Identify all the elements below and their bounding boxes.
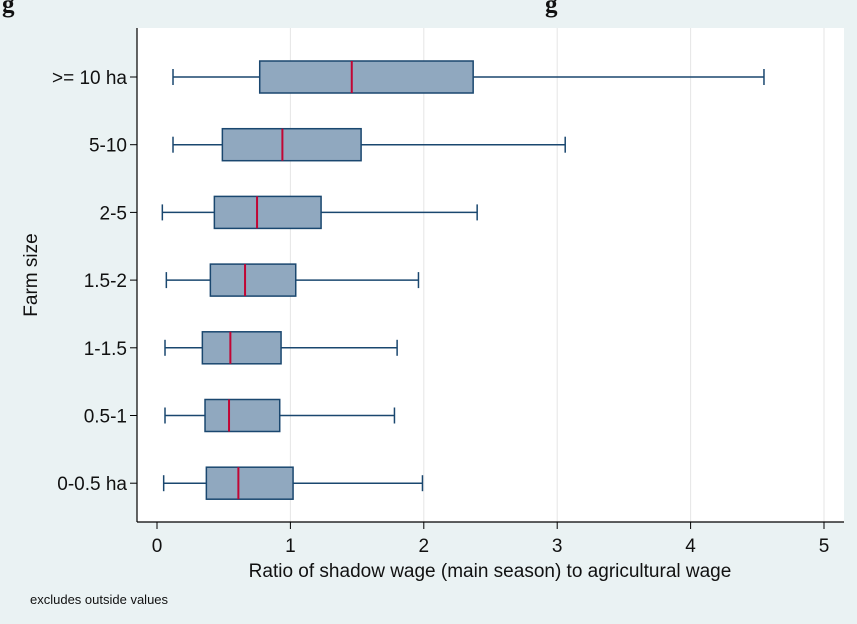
y-tick-label-1: >= 10 ha xyxy=(52,68,127,89)
box-6-iqr xyxy=(204,398,281,433)
box-1-iqr xyxy=(258,60,474,94)
box-3-iqr xyxy=(213,195,322,230)
box-5-iqr xyxy=(201,331,282,365)
y-tick-label-7: 0-0.5 ha xyxy=(57,474,127,495)
y-axis-title: Farm size xyxy=(21,233,42,316)
x-tick-label-3: 3 xyxy=(552,536,563,557)
y-tick-label-2: 5-10 xyxy=(89,136,127,157)
x-tick-label-0: 0 xyxy=(152,536,163,557)
chart-note: excludes outside values xyxy=(30,592,169,607)
top-title-fragment-left: g xyxy=(2,0,15,18)
y-tick-label-5: 1-1.5 xyxy=(84,339,127,360)
y-tick-label-4: 1.5-2 xyxy=(84,271,127,292)
box-4-iqr xyxy=(209,263,297,297)
x-tick-label-2: 2 xyxy=(419,536,430,557)
box-2-iqr xyxy=(221,127,362,162)
x-tick-label-4: 4 xyxy=(685,536,696,557)
x-axis-title: Ratio of shadow wage (main season) to ag… xyxy=(249,561,732,582)
x-tick-label-5: 5 xyxy=(819,536,830,557)
y-tick-label-3: 2-5 xyxy=(100,203,127,224)
x-tick-label-1: 1 xyxy=(285,536,296,557)
boxes xyxy=(161,60,765,500)
y-tick-label-6: 0.5-1 xyxy=(84,407,127,428)
axes: >= 10 ha 5-10 2-5 1.5-2 1-1.5 0.5-1 0-0.5 ha 0 1… xyxy=(52,28,844,557)
box-7-iqr xyxy=(205,466,294,500)
top-title-fragment-right: g xyxy=(545,0,558,18)
